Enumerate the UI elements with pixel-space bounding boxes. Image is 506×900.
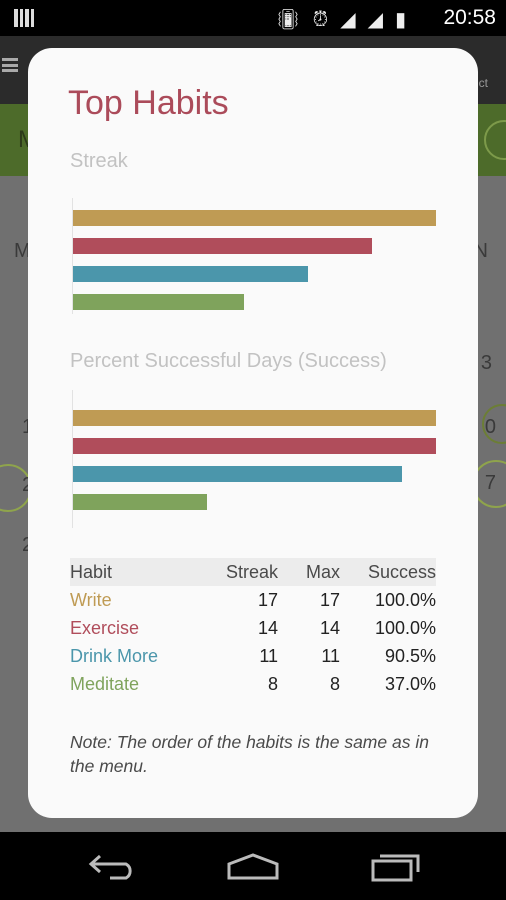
habit-max: 8 (329, 674, 340, 694)
menu-icon (2, 58, 18, 72)
top-habits-dialog: Top Habits Streak Percent Successful Day… (28, 48, 478, 818)
habit-streak: 14 (257, 618, 278, 638)
navigation-bar (0, 832, 506, 900)
table-row: Exercise 14 14 100.0% (70, 614, 436, 642)
table-header-row: Habit Streak Max Success (70, 558, 436, 586)
date-label-right-3: 7 (484, 472, 496, 494)
habit-max: 17 (319, 590, 340, 610)
bar-meditate (73, 494, 208, 510)
habit-streak: 17 (257, 590, 278, 610)
bar-exercise (73, 238, 372, 254)
bar-write (73, 410, 436, 426)
notification-grid-icon (14, 9, 34, 27)
habit-max: 14 (319, 618, 340, 638)
habit-max: 11 (321, 646, 340, 666)
alarm-icon: ⏰︎ (312, 7, 329, 31)
day-label: M (14, 240, 31, 262)
bar-drink-more (73, 466, 402, 482)
date-label: 1 (22, 416, 33, 439)
back-button[interactable] (88, 852, 138, 880)
status-icons: 📳︎ ⏰︎ ◢ ◢ ▮ (275, 7, 406, 31)
table-row: Meditate 8 8 37.0% (70, 670, 436, 698)
date-label-3: 2 (22, 534, 33, 557)
streak-section-title: Streak (70, 150, 128, 172)
habit-streak: 11 (259, 646, 278, 666)
recent-apps-button[interactable] (370, 852, 422, 882)
signal-icon: ◢ (367, 7, 383, 31)
habit-streak: 8 (267, 674, 278, 694)
order-note: Note: The order of the habits is the sam… (70, 732, 429, 776)
wifi-icon: ◢ (340, 7, 356, 31)
table-row: Write 17 17 100.0% (70, 586, 436, 614)
habit-success: 100.0% (374, 590, 436, 610)
date-label-right: 3 (480, 352, 492, 374)
bar-exercise (73, 438, 436, 454)
success-section-title: Percent Successful Days (Success) (70, 350, 387, 372)
header-success: Success (367, 562, 436, 582)
habit-success: 37.0% (384, 674, 436, 694)
habit-success: 100.0% (374, 618, 436, 638)
header-circle-icon (484, 120, 506, 160)
habit-name: Drink More (70, 646, 159, 666)
date-label-2: 2 (22, 474, 33, 497)
home-button[interactable] (226, 852, 280, 880)
vibrate-icon: 📳︎ (275, 7, 301, 31)
streak-chart-axis (72, 198, 73, 314)
header-streak: Streak (225, 562, 278, 582)
battery-charging-icon: ▮ (394, 7, 406, 31)
header-habit: Habit (70, 562, 113, 582)
table-row: Drink More 11 11 90.5% (70, 642, 436, 670)
status-bar: 📳︎ ⏰︎ ◢ ◢ ▮ 20:58 (0, 0, 506, 36)
success-chart (70, 390, 440, 528)
bar-meditate (73, 294, 244, 310)
habit-name: Exercise (70, 618, 140, 638)
success-chart-axis (72, 390, 73, 528)
status-time: 20:58 (443, 6, 496, 29)
header-max: Max (305, 562, 340, 582)
habit-name: Write (70, 590, 112, 610)
streak-chart (70, 198, 440, 314)
bar-drink-more (73, 266, 308, 282)
toolbar-fragment: ct (478, 76, 488, 90)
date-label-right-2: 0 (484, 416, 496, 438)
habits-table: Habit Streak Max Success Write 17 17 100… (70, 558, 436, 698)
habit-success: 90.5% (384, 646, 436, 666)
dialog-title: Top Habits (68, 84, 229, 122)
bar-write (73, 210, 436, 226)
habit-name: Meditate (70, 674, 140, 694)
